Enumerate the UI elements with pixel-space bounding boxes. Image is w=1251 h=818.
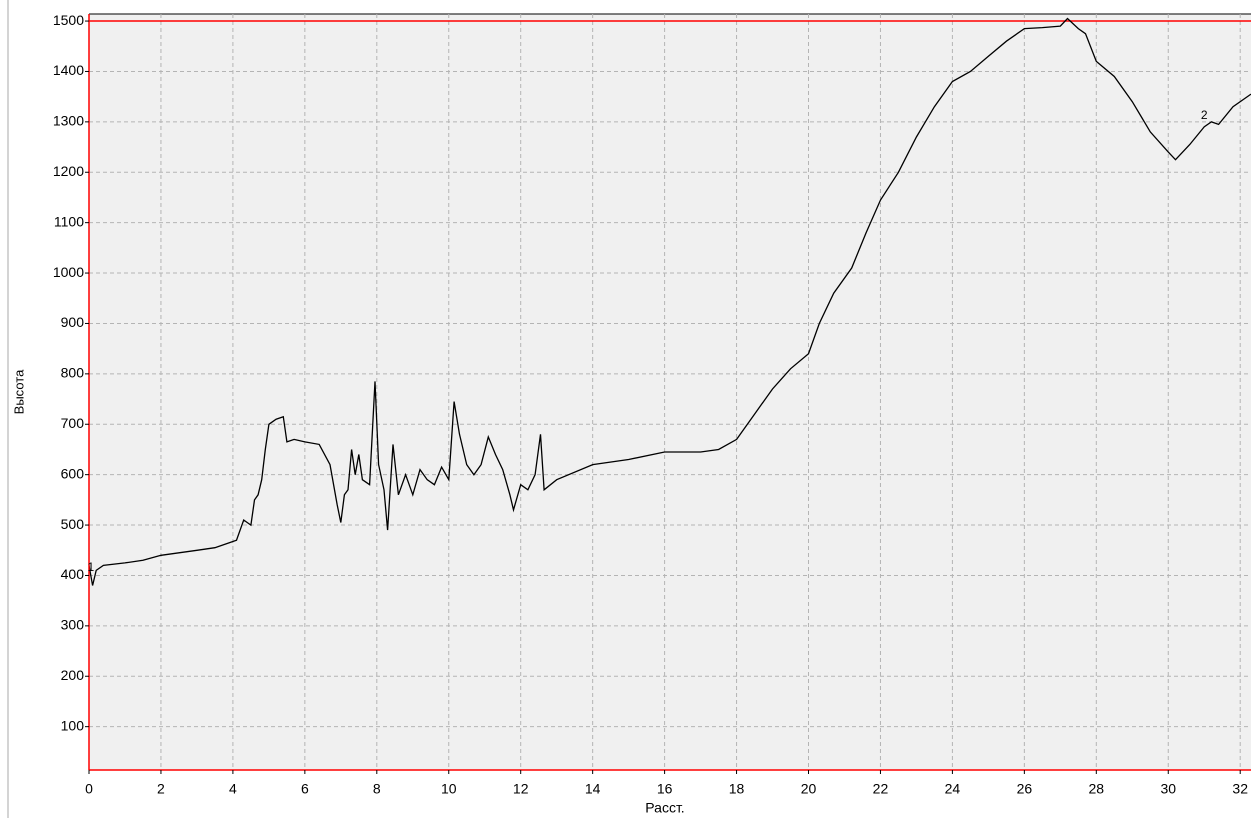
y-tick-label: 400 (61, 566, 85, 582)
y-tick-label: 200 (61, 667, 85, 683)
x-tick-label: 16 (657, 781, 673, 797)
x-tick-label: 26 (1017, 781, 1033, 797)
x-tick-label: 32 (1232, 781, 1248, 797)
x-tick-label: 6 (301, 781, 309, 797)
y-tick-label: 1300 (53, 113, 84, 129)
profile-line (88, 17, 1251, 586)
x-tick-label: 24 (945, 781, 961, 797)
lines (88, 17, 1251, 586)
x-tick-label: 20 (801, 781, 817, 797)
y-tick-label: 1200 (53, 163, 84, 179)
y-tick-label: 1500 (53, 12, 84, 28)
x-tick-label: 12 (513, 781, 529, 797)
x-tick-label: 14 (585, 781, 601, 797)
x-tick-label: 8 (373, 781, 381, 797)
x-tick-label: 22 (873, 781, 889, 797)
y-tick-label: 500 (61, 516, 85, 532)
y-tick-label: 700 (61, 415, 85, 431)
annotation: 2 (1201, 108, 1208, 122)
x-tick-label: 0 (85, 781, 93, 797)
y-tick-label: 1400 (53, 62, 84, 78)
x-tick-label: 28 (1089, 781, 1105, 797)
x-tick-label: 30 (1160, 781, 1176, 797)
x-tick-label: 10 (441, 781, 457, 797)
plot-area (89, 14, 1251, 770)
y-axis-label: Высота (11, 369, 26, 414)
x-tick-label: 18 (729, 781, 745, 797)
y-tick-label: 800 (61, 365, 85, 381)
x-tick-label: 4 (229, 781, 237, 797)
annotation: 1 (87, 560, 94, 574)
y-tick-label: 300 (61, 617, 85, 633)
x-tick-label: 2 (157, 781, 165, 797)
y-tick-label: 1000 (53, 264, 84, 280)
x-axis-label: Расст. (645, 800, 684, 816)
y-tick-label: 600 (61, 465, 85, 481)
y-tick-label: 100 (61, 717, 85, 733)
y-tick-label: 1100 (54, 213, 84, 229)
y-tick-label: 900 (61, 314, 85, 330)
